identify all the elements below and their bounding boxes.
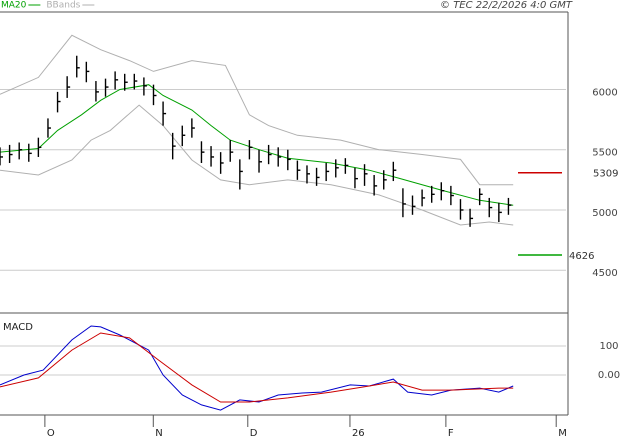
legend-label: BBands [46, 1, 80, 11]
level-label: 5309 [593, 169, 618, 180]
y-tick-label: 5500 [592, 148, 617, 159]
x-tick-label: F [448, 428, 454, 439]
legend-label: MA20 [1, 1, 27, 11]
y-tick-label: 6000 [592, 87, 617, 98]
y-tick-label: 0.00 [598, 370, 620, 381]
level-label: 4626 [569, 251, 594, 262]
bband-upper [0, 34, 514, 186]
copyright: © TEC 22/2/2026 4:0 GMT [440, 0, 573, 11]
y-tick-label: 100 [599, 341, 618, 352]
x-tick-label: N [155, 428, 162, 439]
x-tick-label: O [47, 428, 55, 439]
x-tick-label: D [250, 428, 258, 439]
macd-line [0, 325, 514, 411]
moving-average-line [0, 84, 514, 206]
y-tick-label: 4500 [592, 268, 617, 279]
y-tick-label: 5000 [592, 208, 617, 219]
macd-line [0, 332, 514, 403]
x-tick-label: 26 [352, 428, 365, 439]
panel-title: MACD [3, 322, 33, 333]
x-tick-label: M [558, 428, 567, 439]
bband-lower [0, 104, 514, 226]
